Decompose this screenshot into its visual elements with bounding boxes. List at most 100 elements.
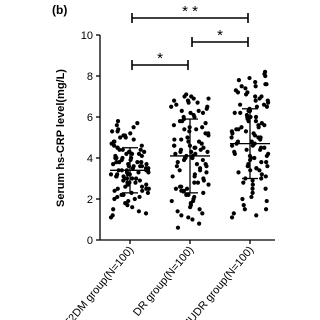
data-point	[113, 153, 118, 159]
data-point	[190, 217, 195, 222]
data-point	[178, 147, 184, 152]
data-point	[256, 123, 261, 128]
data-point	[250, 186, 255, 191]
y-tick-label: 6	[87, 112, 93, 124]
data-point	[238, 110, 243, 115]
data-point	[197, 207, 202, 212]
data-point	[112, 188, 117, 193]
data-point	[254, 213, 259, 218]
data-point	[139, 164, 145, 169]
data-point	[203, 121, 208, 126]
data-point	[191, 96, 196, 101]
data-point	[128, 131, 133, 136]
data-point	[264, 153, 269, 159]
data-point	[145, 190, 151, 195]
data-point	[259, 176, 264, 181]
sig-label: *	[217, 27, 223, 44]
data-point	[253, 80, 258, 85]
data-point	[173, 186, 179, 191]
data-point	[169, 198, 174, 204]
data-point	[201, 176, 206, 181]
data-point	[192, 174, 197, 179]
data-point	[186, 192, 191, 197]
data-point	[115, 145, 120, 150]
data-point	[200, 125, 205, 130]
data-point	[206, 96, 211, 101]
data-point	[186, 100, 191, 105]
data-point	[262, 123, 267, 128]
data-point	[240, 196, 245, 202]
data-point	[245, 164, 250, 169]
data-point	[259, 94, 264, 99]
data-point	[184, 186, 190, 191]
data-point	[196, 139, 202, 144]
data-point	[136, 170, 141, 175]
data-point	[235, 90, 241, 95]
data-point	[172, 143, 177, 148]
y-tick-label: 0	[87, 235, 93, 247]
data-point	[229, 129, 234, 134]
data-point	[115, 186, 120, 191]
data-point	[179, 213, 184, 218]
data-point	[251, 131, 256, 136]
data-point	[264, 160, 269, 165]
y-tick-label: 4	[87, 153, 93, 165]
data-point	[245, 90, 250, 95]
data-point	[242, 207, 247, 212]
data-point	[265, 164, 270, 169]
data-point	[137, 178, 142, 183]
data-point	[110, 213, 115, 218]
data-point	[263, 186, 268, 191]
data-point	[174, 164, 179, 169]
data-point	[205, 104, 210, 109]
data-point	[111, 162, 116, 167]
data-point	[205, 149, 210, 154]
panel-label: (b)	[52, 3, 67, 17]
data-point	[130, 176, 135, 181]
sig-label: * *	[182, 3, 198, 20]
data-point	[119, 192, 124, 197]
data-point	[206, 131, 211, 136]
data-point	[125, 203, 130, 208]
data-point	[172, 137, 177, 142]
data-point	[249, 194, 254, 200]
data-point	[188, 110, 193, 115]
data-point	[261, 102, 267, 107]
data-point	[264, 104, 270, 109]
data-point	[229, 215, 235, 220]
data-point	[264, 198, 269, 204]
data-point	[177, 168, 182, 173]
data-point	[173, 151, 178, 156]
data-point	[186, 215, 191, 220]
data-point	[179, 184, 184, 189]
y-tick-label: 10	[81, 30, 93, 42]
data-point	[109, 129, 115, 134]
data-point	[253, 114, 259, 120]
data-point	[111, 139, 117, 144]
data-point	[206, 182, 211, 187]
data-point	[229, 143, 235, 148]
x-tick-label: DR group(N=100)	[131, 244, 196, 318]
data-point	[136, 151, 142, 156]
data-point	[244, 147, 249, 152]
data-point	[114, 123, 119, 128]
data-point	[253, 119, 259, 124]
data-point	[263, 174, 268, 179]
data-point	[250, 182, 255, 187]
data-point	[243, 129, 249, 134]
data-point	[133, 180, 138, 185]
data-point	[169, 104, 174, 109]
data-point	[170, 174, 175, 179]
data-point	[250, 178, 255, 183]
data-point	[187, 129, 192, 134]
data-point	[175, 225, 181, 230]
data-point	[172, 98, 177, 103]
data-point	[131, 137, 136, 142]
data-point	[144, 186, 149, 191]
data-point	[144, 182, 149, 187]
data-point	[232, 149, 237, 154]
data-point	[116, 127, 121, 132]
data-point	[175, 160, 180, 165]
data-point	[201, 145, 206, 150]
